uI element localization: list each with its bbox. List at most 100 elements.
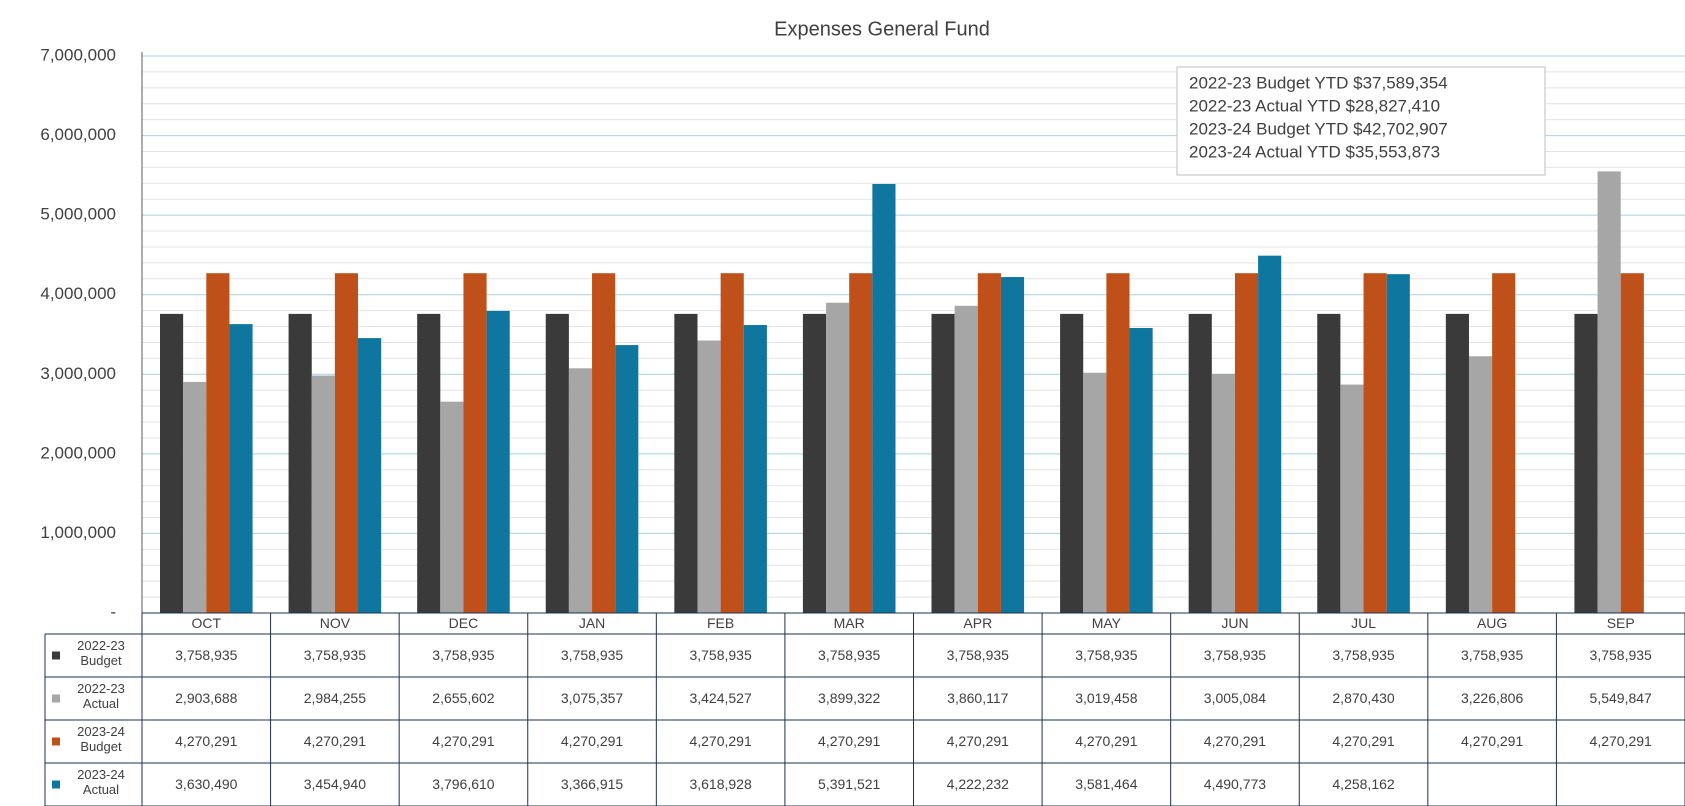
legend-label-box: 2023-24 Actual <box>77 767 125 797</box>
x-tick-label: FEB <box>707 615 734 631</box>
legend-key <box>52 737 60 746</box>
table-value: 4,270,291 <box>304 733 366 749</box>
table-value: 3,618,928 <box>689 776 751 792</box>
table-value: 3,424,527 <box>689 690 751 706</box>
bar <box>1317 313 1341 613</box>
table-value: 3,581,464 <box>1075 776 1137 792</box>
table-value: 3,366,915 <box>561 776 623 792</box>
bar <box>183 381 207 613</box>
table-value: 3,758,935 <box>1590 647 1652 663</box>
x-tick-label: SEP <box>1607 615 1635 631</box>
bar <box>826 302 850 613</box>
bar <box>849 273 873 613</box>
annotation-box <box>1176 66 1546 176</box>
bar <box>1188 313 1212 613</box>
bar <box>592 273 616 613</box>
table-value: 3,005,084 <box>1204 690 1266 706</box>
x-tick-label: DEC <box>449 615 479 631</box>
bar <box>954 305 978 613</box>
bar <box>1211 373 1235 613</box>
table-value: 3,758,935 <box>304 647 366 663</box>
table-value: 2,903,688 <box>175 690 237 706</box>
table-value: 2,870,430 <box>1332 690 1394 706</box>
bar <box>720 273 744 613</box>
table-value: 4,270,291 <box>947 733 1009 749</box>
bar <box>977 273 1001 613</box>
table-value: 4,270,291 <box>175 733 237 749</box>
y-tick-label: - <box>110 602 116 621</box>
table-value: 4,270,291 <box>1204 733 1266 749</box>
table-value: 5,391,521 <box>818 776 880 792</box>
table-value: 3,019,458 <box>1075 690 1137 706</box>
table-value: 4,270,291 <box>689 733 751 749</box>
x-tick-label: APR <box>963 615 992 631</box>
bar <box>1363 273 1387 613</box>
table-value: 3,758,935 <box>1075 647 1137 663</box>
bar <box>697 340 721 613</box>
bar <box>545 313 569 613</box>
chart-title: Expenses General Fund <box>774 18 990 40</box>
table-value: 2,655,602 <box>432 690 494 706</box>
annotation: 2022-23 Actual YTD $28,827,410 <box>1189 96 1440 115</box>
table-value: 3,758,935 <box>947 647 1009 663</box>
legend-label: 2023-24 Actual <box>77 767 125 797</box>
bar <box>1445 313 1469 613</box>
table-value: 3,226,806 <box>1461 690 1523 706</box>
table-value: 4,270,291 <box>1332 733 1394 749</box>
table-value: 3,860,117 <box>947 690 1008 706</box>
table-value: 3,758,935 <box>1461 647 1523 663</box>
bar <box>288 313 312 613</box>
y-tick-label: 6,000,000 <box>40 125 116 144</box>
table-value: 3,758,935 <box>689 647 751 663</box>
y-tick-label: 1,000,000 <box>40 523 116 542</box>
bar <box>160 313 184 613</box>
bar <box>311 375 335 613</box>
table-value: 3,758,935 <box>432 647 494 663</box>
bar <box>743 325 767 613</box>
bar <box>1106 273 1130 613</box>
table-value: 4,258,162 <box>1332 776 1394 792</box>
annotation: 2022-23 Budget YTD $37,589,354 <box>1189 73 1448 92</box>
bar <box>1060 313 1084 613</box>
bar <box>486 310 510 613</box>
bar <box>802 313 827 613</box>
table-value: 3,758,935 <box>1204 647 1266 663</box>
bar <box>229 324 253 613</box>
bar <box>568 368 593 613</box>
x-tick-label: JUL <box>1351 615 1376 631</box>
table-value: 3,899,322 <box>818 690 880 706</box>
annotation: 2023-24 Actual YTD $35,553,873 <box>1189 142 1440 161</box>
bar <box>1129 328 1153 613</box>
bar <box>931 313 955 613</box>
x-tick-label: MAR <box>834 615 865 631</box>
bar <box>1574 313 1598 613</box>
table-value: 2,984,255 <box>304 690 366 706</box>
table-value: 4,270,291 <box>1461 733 1523 749</box>
legend-key <box>52 694 60 703</box>
bar <box>1468 356 1493 613</box>
table-value: 5,549,847 <box>1590 690 1652 706</box>
legend-label: 2022-23 Budget <box>77 638 125 668</box>
y-tick-label: 7,000,000 <box>40 45 116 64</box>
table-value: 4,490,773 <box>1204 776 1266 792</box>
bar <box>1492 273 1516 613</box>
legend-label-box: 2022-23 Budget <box>77 638 125 668</box>
y-tick-label: 4,000,000 <box>40 284 116 303</box>
y-tick-label: 3,000,000 <box>40 364 116 383</box>
x-tick-label: JAN <box>579 615 605 631</box>
table-value: 4,270,291 <box>561 733 623 749</box>
bar <box>334 273 359 613</box>
legend-label-box: 2023-24 Budget <box>77 724 125 754</box>
x-tick-label: AUG <box>1477 615 1507 631</box>
x-tick-label: JUN <box>1221 615 1248 631</box>
bar <box>1000 277 1025 613</box>
bar <box>1386 274 1410 613</box>
y-tick-label: 2,000,000 <box>40 443 116 462</box>
table-value: 3,758,935 <box>1332 647 1394 663</box>
x-tick-label: NOV <box>320 615 351 631</box>
bar <box>1620 273 1644 613</box>
legend-label-box: 2022-23 Actual <box>77 681 125 711</box>
x-tick-label: MAY <box>1092 615 1122 631</box>
